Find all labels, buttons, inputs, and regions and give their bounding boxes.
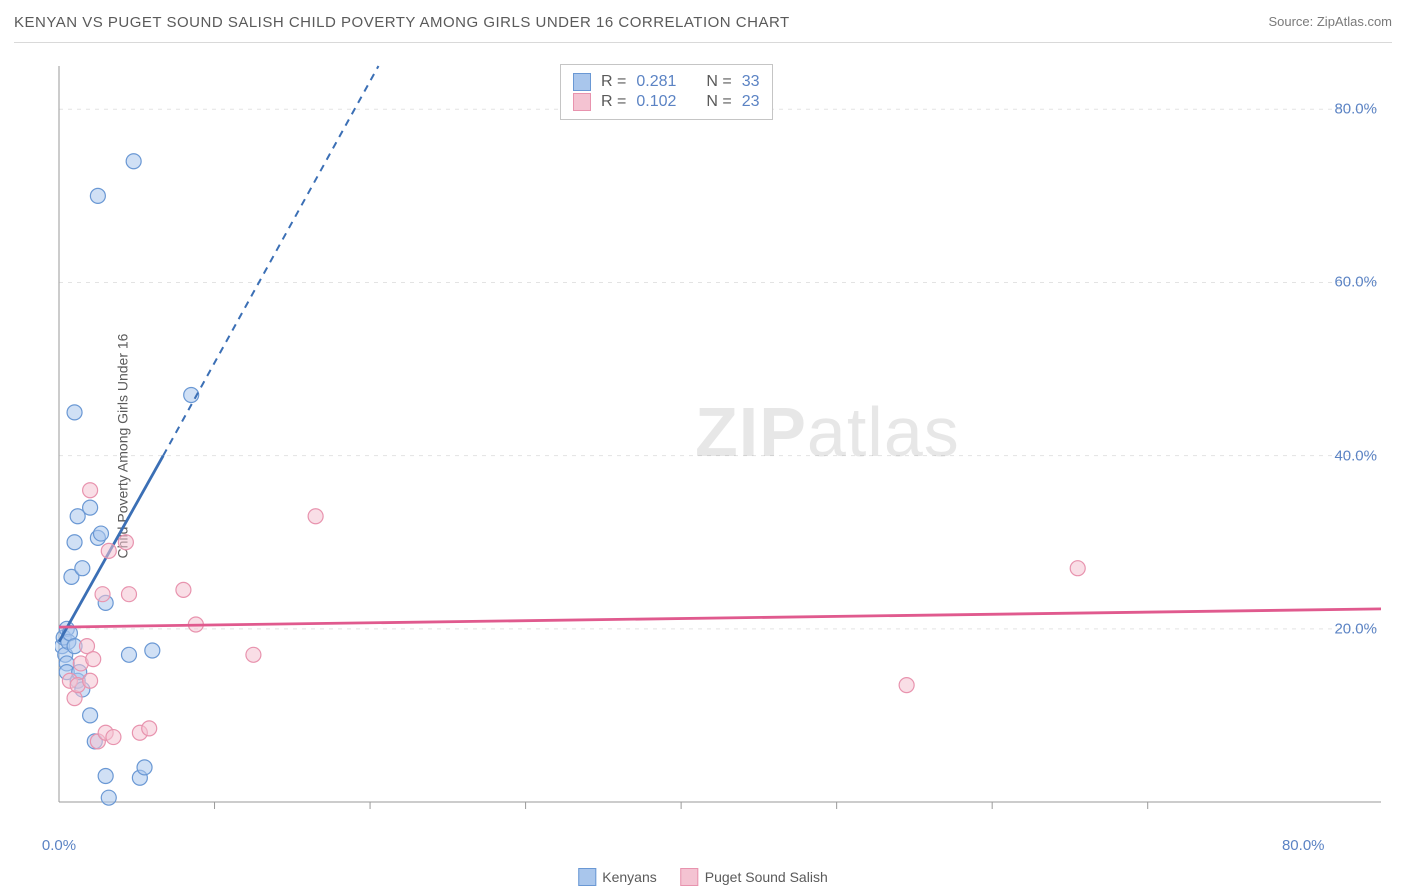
n-label: N =	[706, 93, 731, 111]
legend-label: Kenyans	[602, 869, 656, 885]
bottom-legend: Kenyans Puget Sound Salish	[578, 868, 827, 886]
data-point	[75, 561, 90, 576]
series-swatch	[573, 73, 591, 91]
chart-svg	[55, 62, 1385, 832]
r-value: 0.102	[636, 93, 676, 111]
title-bar: KENYAN VS PUGET SOUND SALISH CHILD POVER…	[14, 14, 1392, 43]
legend-item: Puget Sound Salish	[681, 868, 828, 886]
y-tick-label: 20.0%	[1334, 620, 1377, 637]
data-point	[83, 500, 98, 515]
series-swatch	[578, 868, 596, 886]
n-value: 23	[742, 93, 760, 111]
data-point	[101, 543, 116, 558]
series-swatch	[573, 93, 591, 111]
data-point	[86, 652, 101, 667]
data-point	[246, 647, 261, 662]
data-point	[83, 708, 98, 723]
source-citation: Source: ZipAtlas.com	[1268, 14, 1392, 29]
data-point	[90, 188, 105, 203]
data-point	[121, 647, 136, 662]
data-point	[126, 154, 141, 169]
trend-line	[59, 609, 1381, 627]
data-point	[137, 760, 152, 775]
y-tick-label: 40.0%	[1334, 447, 1377, 464]
r-value: 0.281	[636, 73, 676, 91]
y-tick-label: 80.0%	[1334, 101, 1377, 118]
data-point	[83, 483, 98, 498]
r-label: R =	[601, 93, 626, 111]
legend-label: Puget Sound Salish	[705, 869, 828, 885]
scatter-chart: ZIPatlas R =0.281N =33R =0.102N =23 20.0…	[55, 62, 1385, 832]
n-value: 33	[742, 73, 760, 91]
data-point	[308, 509, 323, 524]
data-point	[106, 730, 121, 745]
y-tick-label: 60.0%	[1334, 274, 1377, 291]
data-point	[95, 587, 110, 602]
data-point	[83, 673, 98, 688]
data-point	[93, 526, 108, 541]
data-point	[1070, 561, 1085, 576]
data-point	[98, 769, 113, 784]
series-swatch	[681, 868, 699, 886]
data-point	[899, 678, 914, 693]
data-point	[67, 535, 82, 550]
r-label: R =	[601, 73, 626, 91]
data-point	[118, 535, 133, 550]
x-tick-label: 0.0%	[42, 837, 76, 854]
x-tick-label: 80.0%	[1282, 837, 1325, 854]
legend-item: Kenyans	[578, 868, 656, 886]
stats-legend-box: R = 0.281 N = 33 R = 0.102 N = 23	[560, 64, 773, 120]
data-point	[142, 721, 157, 736]
data-point	[67, 405, 82, 420]
data-point	[145, 643, 160, 658]
stats-row: R = 0.102 N = 23	[573, 93, 760, 111]
trend-line-extrapolated	[163, 66, 378, 456]
n-label: N =	[706, 73, 731, 91]
data-point	[176, 582, 191, 597]
page-title: KENYAN VS PUGET SOUND SALISH CHILD POVER…	[14, 14, 790, 31]
data-point	[101, 790, 116, 805]
stats-row: R = 0.281 N = 33	[573, 73, 760, 91]
data-point	[121, 587, 136, 602]
